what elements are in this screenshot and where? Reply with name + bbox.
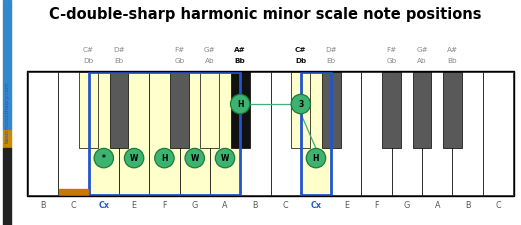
Text: C-double-sharp harmonic minor scale note positions: C-double-sharp harmonic minor scale note… [49, 7, 482, 22]
Text: A: A [222, 200, 228, 209]
Text: Eb: Eb [327, 58, 336, 64]
Text: B: B [41, 200, 46, 209]
Bar [301, 72, 331, 195]
Circle shape [215, 148, 235, 168]
Text: Ab: Ab [205, 58, 215, 64]
Text: Ab: Ab [417, 58, 427, 64]
Bar [59, 189, 88, 195]
Bar [79, 72, 98, 148]
Bar [231, 72, 250, 148]
Bar [89, 72, 119, 195]
Text: G: G [404, 200, 410, 209]
Text: W: W [130, 154, 138, 163]
Bar [58, 72, 89, 195]
Bar [210, 72, 240, 195]
Text: C: C [495, 200, 501, 209]
Text: B: B [253, 200, 258, 209]
Bar [89, 72, 240, 195]
Text: *: * [102, 154, 106, 163]
Bar [270, 72, 301, 195]
Text: Eb: Eb [114, 58, 123, 64]
Bar [301, 72, 331, 195]
Bar [0, 0, 22, 225]
Bar [201, 72, 219, 148]
Text: Gb: Gb [387, 58, 397, 64]
Bar [27, 71, 514, 196]
Circle shape [155, 148, 174, 168]
Text: Bb: Bb [235, 58, 245, 64]
Text: W: W [221, 154, 229, 163]
Text: D#: D# [325, 47, 337, 53]
Circle shape [306, 148, 326, 168]
Text: F#: F# [387, 47, 397, 53]
Text: H: H [313, 154, 319, 163]
Bar [392, 72, 422, 195]
Bar [109, 72, 128, 148]
Bar [119, 72, 149, 195]
Text: D#: D# [113, 47, 125, 53]
Bar [291, 72, 310, 148]
Text: G#: G# [204, 47, 216, 53]
Bar [322, 72, 341, 148]
Bar [362, 72, 392, 195]
Bar [28, 72, 58, 195]
Text: C#: C# [83, 47, 94, 53]
Text: C#: C# [295, 47, 306, 53]
Text: B: B [465, 200, 470, 209]
Text: E: E [132, 200, 137, 209]
Text: Gb: Gb [175, 58, 184, 64]
Text: Db: Db [83, 58, 94, 64]
Text: G: G [192, 200, 198, 209]
Text: H: H [161, 154, 168, 163]
Bar [3, 148, 11, 225]
Circle shape [185, 148, 204, 168]
Text: F: F [375, 200, 379, 209]
Circle shape [94, 148, 114, 168]
Text: W: W [191, 154, 199, 163]
Bar [3, 0, 11, 130]
Bar [170, 72, 189, 148]
Bar [240, 72, 270, 195]
Text: F: F [162, 200, 167, 209]
Bar [422, 72, 452, 195]
Text: G#: G# [416, 47, 428, 53]
Text: Bb: Bb [448, 58, 457, 64]
Circle shape [291, 94, 311, 114]
Text: C: C [71, 200, 76, 209]
Text: A#: A# [234, 47, 246, 53]
Bar [413, 72, 431, 148]
Bar [452, 72, 482, 195]
Bar [331, 72, 362, 195]
Text: A#: A# [447, 47, 458, 53]
Text: C: C [283, 200, 289, 209]
Text: E: E [344, 200, 349, 209]
Text: 3: 3 [298, 99, 303, 108]
Bar [3, 130, 11, 148]
Text: F#: F# [175, 47, 184, 53]
Bar [149, 72, 180, 195]
Text: basicmusictheory.com: basicmusictheory.com [5, 82, 9, 143]
Bar [482, 72, 513, 195]
Circle shape [125, 148, 144, 168]
Bar [180, 72, 210, 195]
Text: A: A [435, 200, 440, 209]
Text: Cx: Cx [98, 200, 109, 209]
Text: Db: Db [295, 58, 306, 64]
Text: H: H [237, 99, 243, 108]
Text: Cx: Cx [311, 200, 321, 209]
Bar [382, 72, 401, 148]
Bar [443, 72, 462, 148]
Circle shape [230, 94, 250, 114]
